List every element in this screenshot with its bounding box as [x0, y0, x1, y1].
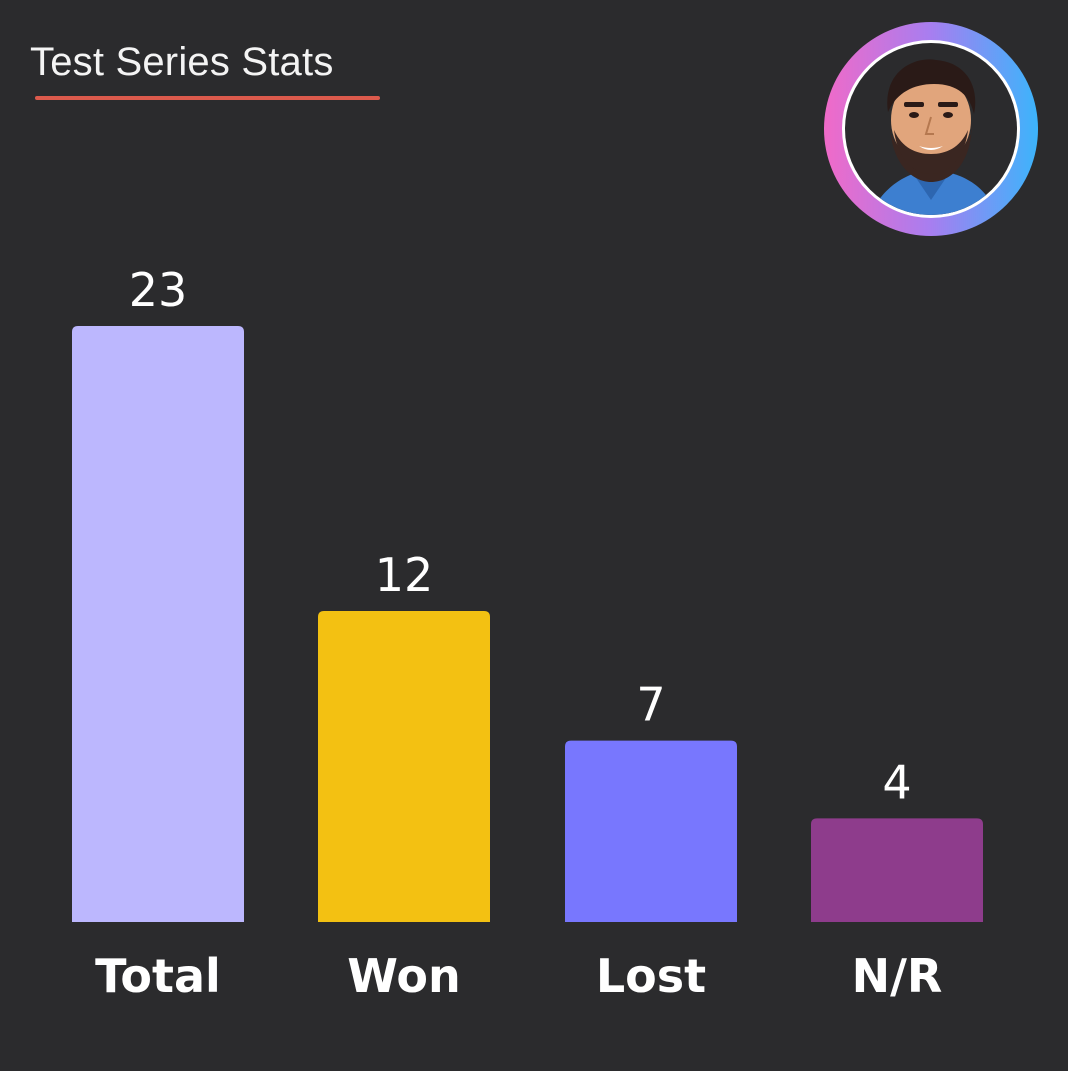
- category-label-total: Total: [95, 949, 221, 1003]
- player-avatar: [824, 22, 1038, 236]
- category-label-won: Won: [347, 949, 460, 1003]
- player-avatar-icon: [824, 22, 1038, 236]
- bar-value-lost: 7: [636, 678, 665, 732]
- category-label-lost: Lost: [596, 949, 706, 1003]
- category-label-n-r: N/R: [852, 949, 943, 1003]
- title-underline: [35, 96, 380, 100]
- bar-value-n-r: 4: [882, 755, 911, 809]
- bar-won: [318, 611, 490, 922]
- bar-total: [72, 326, 244, 922]
- bar-n-r: [811, 818, 983, 922]
- bar-lost: [565, 740, 737, 922]
- chart-title: Test Series Stats: [30, 40, 334, 84]
- bar-value-won: 12: [375, 548, 434, 602]
- bar-value-total: 23: [129, 263, 188, 317]
